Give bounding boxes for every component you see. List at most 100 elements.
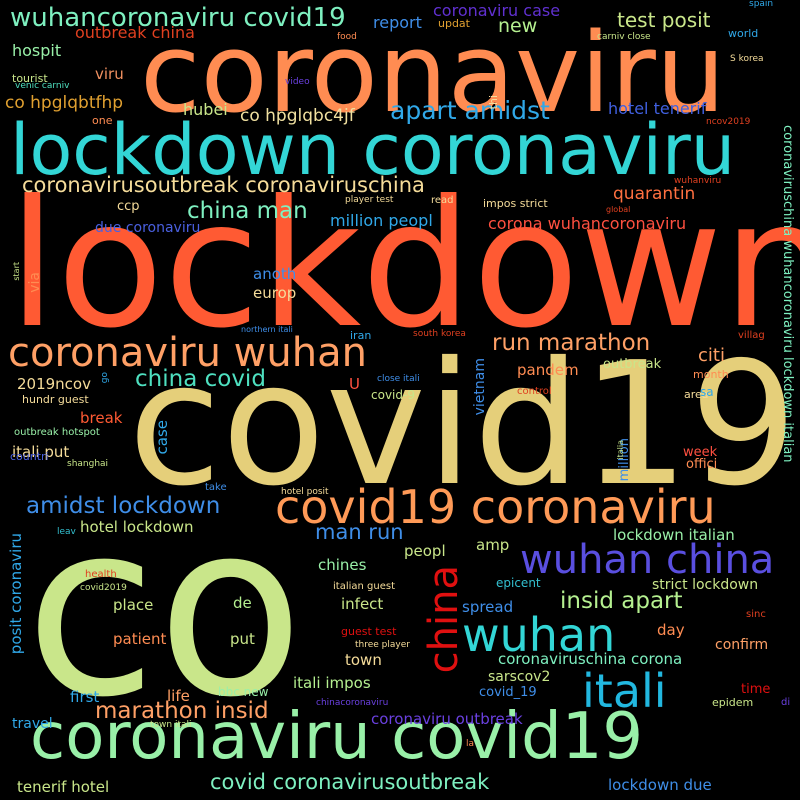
- word-hubei: hubei: [183, 100, 228, 119]
- word-hotel-posit: hotel posit: [281, 487, 329, 497]
- word-covid19: covid19: [128, 326, 798, 524]
- word-itali-put: itali put: [12, 443, 70, 461]
- word-amidst-lockdown: amidst lockdown: [26, 493, 221, 519]
- word-vietnam: vietnam: [472, 358, 488, 416]
- word-2019ncov: 2019ncov: [17, 375, 91, 393]
- word-south-korea: south korea: [413, 329, 466, 339]
- word-hundr-guest: hundr guest: [22, 393, 89, 406]
- word-world: world: [728, 27, 759, 40]
- word-china-covid: china covid: [135, 366, 266, 392]
- word-lockdown-due: lockdown due: [608, 776, 712, 794]
- word-town: town: [345, 651, 382, 669]
- word-case: case: [153, 420, 171, 455]
- word-co-hpglqbc4jf: co hpglqbc4jf: [240, 106, 355, 126]
- word-first: first: [70, 688, 100, 706]
- word-covid-coronavirusoutbreak: covid coronavirusoutbreak: [210, 770, 490, 794]
- word-wuhan-china: wuhan china: [520, 537, 775, 583]
- word-leav: leav: [57, 527, 76, 537]
- word-food: food: [337, 32, 357, 42]
- word-italian-guest: italian guest: [333, 581, 395, 592]
- word-thi: thi: [487, 95, 500, 110]
- word-sa: sa: [700, 385, 714, 399]
- word-apart-amidst: apart amidst: [390, 96, 550, 125]
- word-due-coronaviru: due coronaviru: [95, 220, 201, 236]
- word-sinc: sinc: [746, 609, 766, 620]
- word-peopl: peopl: [404, 542, 446, 560]
- word-itali: itali: [582, 664, 667, 718]
- word-life: life: [167, 687, 190, 705]
- word-wuhan: wuhan: [462, 608, 616, 662]
- word-day: day: [657, 621, 685, 639]
- word-break: break: [80, 409, 123, 427]
- word-villag: villag: [738, 330, 765, 341]
- word-sarscov2: sarscov2: [488, 669, 551, 685]
- word-confirm: confirm: [715, 637, 769, 653]
- word-man-run: man run: [315, 520, 404, 544]
- word-lockdown-coronaviru: lockdown coronaviru: [10, 109, 736, 191]
- word-coronaviru-outbreak: coronaviru outbreak: [371, 710, 523, 728]
- word-spread: spread: [462, 598, 514, 616]
- word-outbreak: outbreak: [603, 357, 662, 372]
- word-chines: chines: [318, 556, 367, 574]
- word-outbreak-china: outbreak china: [75, 23, 195, 42]
- word-town-itali: town itali: [150, 720, 192, 730]
- word-china: china: [421, 565, 467, 674]
- word-infect: infect: [341, 595, 384, 613]
- word-la: la: [466, 739, 475, 749]
- word-shanghai: shanghai: [67, 459, 109, 469]
- word-italia: italia: [616, 440, 625, 460]
- word-marathon-insid: marathon insid: [95, 698, 269, 724]
- word-northern-itali: northern itali: [241, 325, 293, 334]
- word-time: time: [741, 682, 771, 697]
- word-di: di: [781, 697, 791, 708]
- word-report: report: [373, 13, 422, 32]
- word-coronaviru-case: coronaviru case: [433, 1, 561, 20]
- word-million-peopl: million peopl: [330, 211, 433, 230]
- word-impos-strict: impos strict: [483, 197, 548, 210]
- word-coronavirusoutbreak-coronaviruschina: coronavirusoutbreak coronaviruschina: [22, 173, 425, 197]
- word-covid_19: covid_19: [479, 685, 537, 700]
- word-covid-9: covid‑9: [371, 388, 415, 402]
- word-citi: citi: [698, 345, 725, 366]
- word-coronaviru-wuhan: coronaviru wuhan: [8, 330, 367, 376]
- word-close-itali: close itali: [377, 374, 420, 384]
- word-amp: amp: [476, 536, 510, 554]
- word-u: U: [349, 375, 360, 393]
- word-s-korea: S korea: [730, 54, 764, 64]
- word-tenerif-hotel: tenerif hotel: [17, 778, 110, 796]
- word-iran: iran: [350, 329, 372, 342]
- word-video: video: [285, 77, 310, 87]
- word-offici: offici: [686, 457, 718, 472]
- word-viru: viru: [95, 65, 124, 83]
- word-spain: spain: [749, 0, 774, 9]
- word-carniv-close: carniv close: [597, 32, 651, 42]
- word-control: control: [517, 386, 552, 397]
- word-chinacoronaviru: chinacoronaviru: [316, 698, 389, 708]
- word-updat: updat: [438, 17, 470, 30]
- word-china-man: china man: [187, 198, 308, 224]
- word-run-marathon: run marathon: [492, 330, 651, 356]
- word-new: new: [498, 15, 538, 37]
- word-coronaviruschina-wuhancoronaviru-lockdown-italian: coronaviruschina wuhancoronaviru lockdow…: [780, 125, 795, 463]
- word-patient: patient: [113, 630, 167, 648]
- word-lockdown-italian: lockdown italian: [613, 526, 735, 544]
- word-epidem: epidem: [712, 696, 754, 709]
- word-quarantin: quarantin: [613, 184, 696, 204]
- word-month: month: [693, 368, 729, 381]
- word-posit-coronaviru: posit coronaviru: [7, 533, 25, 655]
- word-coronaviruschina-corona: coronaviruschina corona: [498, 650, 683, 668]
- word-health: health: [85, 569, 117, 580]
- word-three-player: three player: [355, 640, 410, 650]
- word-epicent: epicent: [496, 576, 541, 590]
- word-pandem: pandem: [517, 361, 579, 379]
- word-europ: europ: [253, 284, 297, 302]
- word-hotel-tenerif: hotel tenerif: [608, 99, 707, 118]
- word-one: one: [92, 114, 113, 127]
- word-anoth: anoth: [253, 265, 297, 283]
- word-go: go: [100, 372, 110, 384]
- word-coronaviru-covid19: coronaviru covid19: [30, 700, 644, 774]
- word-lockdown: lockdown: [8, 164, 800, 367]
- word-guest-test: guest test: [341, 625, 397, 638]
- word-week: week: [683, 445, 718, 460]
